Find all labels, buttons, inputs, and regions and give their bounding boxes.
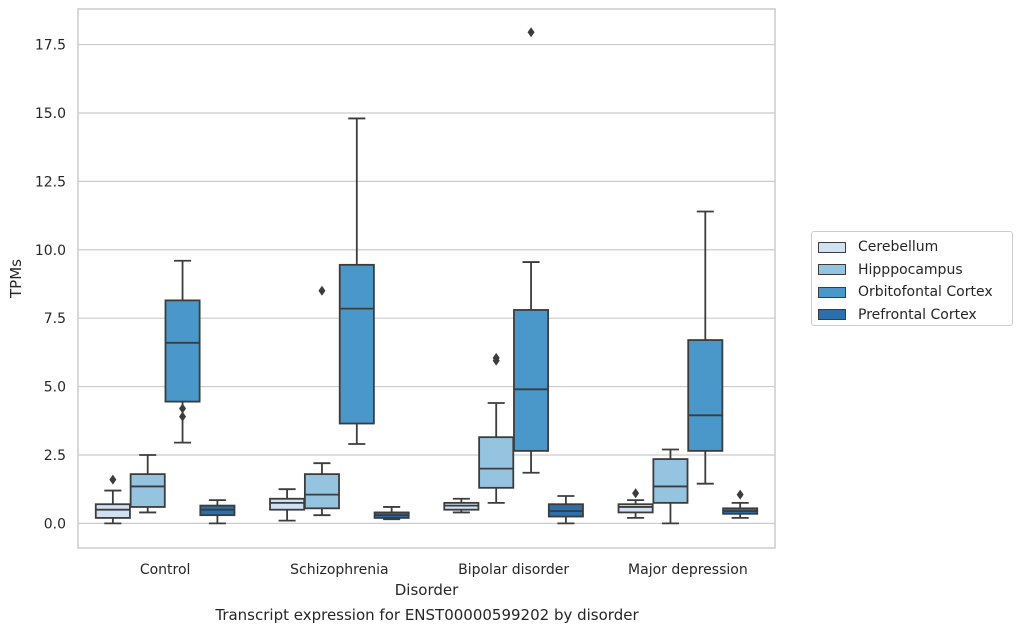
legend-item: Cerebellum xyxy=(818,236,1006,259)
y-tick-label: 0.0 xyxy=(44,516,66,532)
outlier-point xyxy=(492,352,500,363)
legend-label: Hipppocampus xyxy=(858,261,963,278)
box-cerebellum xyxy=(94,474,131,525)
legend-swatch xyxy=(818,264,846,276)
box-prefrontal-cortex xyxy=(722,489,759,519)
legend-swatch xyxy=(818,241,846,253)
box-iqr xyxy=(687,339,724,452)
box-iqr xyxy=(303,473,340,510)
outlier-point xyxy=(109,474,117,485)
legend-label: Orbitofontal Cortex xyxy=(858,284,993,301)
box-cerebellum xyxy=(443,497,480,514)
legend-item: Hipppocampus xyxy=(818,259,1006,282)
box-prefrontal-cortex xyxy=(199,499,236,525)
outlier-point xyxy=(527,27,535,38)
y-tick-labels: 0.0 2.5 5.0 7.5 10.0 12.5 15.0 17.5 xyxy=(35,38,66,533)
box-orbitofontal-cortex xyxy=(513,27,550,474)
box-iqr xyxy=(617,503,654,514)
outlier-point xyxy=(632,488,640,499)
box-iqr xyxy=(513,309,550,452)
box-prefrontal-cortex xyxy=(373,506,410,521)
legend-swatch xyxy=(818,309,846,321)
box-iqr xyxy=(94,503,131,519)
outlier-point xyxy=(179,403,187,414)
box-hipppocampus xyxy=(478,352,515,504)
outlier-point xyxy=(318,285,326,296)
box-iqr xyxy=(269,497,306,511)
box-iqr xyxy=(652,458,689,504)
legend-swatch xyxy=(818,286,846,298)
x-tick-labels: Control Schizophrenia Bipolar disorder Majo… xyxy=(140,562,748,578)
outlier-point xyxy=(179,411,187,422)
legend-label: Prefrontal Cortex xyxy=(858,306,977,323)
x-tick-label: Control xyxy=(140,562,191,578)
legend-label: Cerebellum xyxy=(858,239,939,256)
box-hipppocampus xyxy=(303,285,340,517)
x-tick-label: Major depression xyxy=(628,562,748,578)
box-iqr xyxy=(129,473,166,508)
y-tick-label: 12.5 xyxy=(35,174,66,190)
box-hipppocampus xyxy=(129,454,166,514)
y-tick-label: 2.5 xyxy=(44,448,66,464)
y-tick-label: 15.0 xyxy=(35,106,66,122)
x-tick-label: Schizophrenia xyxy=(290,562,388,578)
box-cerebellum xyxy=(617,488,654,519)
box-orbitofontal-cortex xyxy=(338,117,375,445)
box-iqr xyxy=(338,263,375,425)
y-tick-label: 17.5 xyxy=(35,38,66,54)
box-cerebellum xyxy=(269,488,306,522)
y-tick-label: 5.0 xyxy=(44,380,66,396)
box-iqr xyxy=(478,436,515,489)
y-tick-label: 10.0 xyxy=(35,243,66,259)
x-axis-label: Disorder xyxy=(395,581,459,599)
box-orbitofontal-cortex xyxy=(687,210,724,485)
y-axis-label: TPMs xyxy=(7,259,25,299)
plot-frame xyxy=(77,8,776,549)
legend-item: Prefrontal Cortex xyxy=(818,304,1006,327)
box-orbitofontal-cortex xyxy=(164,259,201,444)
x-tick-label: Bipolar disorder xyxy=(458,562,569,578)
y-tick-label: 7.5 xyxy=(44,311,66,327)
box-iqr xyxy=(164,299,201,403)
outlier-point xyxy=(736,489,744,500)
chart-caption: Transcript expression for ENST0000059920… xyxy=(215,606,639,624)
legend: Cerebellum Hipppocampus Orbitofontal Corte… xyxy=(811,231,1013,326)
legend-item: Orbitofontal Cortex xyxy=(818,281,1006,304)
box-prefrontal-cortex xyxy=(547,495,584,525)
box-series xyxy=(94,27,759,525)
box-hipppocampus xyxy=(652,448,689,525)
